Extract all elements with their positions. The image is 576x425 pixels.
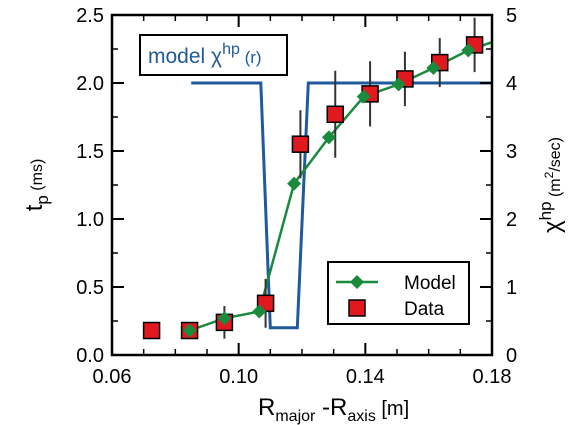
annotation-text: model χhp (r) [148,41,262,68]
model-point [287,176,302,191]
model-point [182,323,197,338]
annotation-main: model χ [148,45,222,68]
model-point [252,304,267,319]
x-tick-label: 0.18 [473,366,512,388]
y-left-axis-title: tp (ms) [21,159,52,212]
legend-data-label: Data [404,299,445,320]
y-left-tick-label: 2.5 [76,5,104,27]
model-point [391,77,406,92]
model-point [217,311,232,326]
x-tick-label: 0.14 [346,366,385,388]
y-left-tick-label: 2.0 [76,73,104,95]
data-point [291,135,310,153]
y-right-tick-label: 0 [506,345,517,367]
x-tick-label: 0.06 [93,366,132,388]
model-point [321,130,336,145]
y-right-tick-label: 2 [506,209,517,231]
annotation-box [139,34,288,76]
y-right-tick-label: 3 [506,141,517,163]
y-right-axis-title: χhp (m2/sec) [536,137,566,233]
data-point [326,105,344,124]
plot-area [142,17,493,340]
y-right-tick-label: 1 [506,277,517,299]
model-line [189,41,493,332]
data-point [142,321,161,340]
legend-data-marker [348,299,366,317]
y-left-tick-label: 1.0 [76,209,104,231]
annotation-tail: (r) [240,48,262,67]
y-right-tick-label: 4 [506,73,517,95]
y-left-tick-label: 1.5 [76,141,104,163]
legend-model-label: Model [404,273,456,294]
model-point [461,43,476,58]
chi-model-line [191,81,492,330]
x-tick-label: 0.10 [219,366,258,388]
model-point [426,61,441,76]
tick-layer: 0.06 0.10 0.14 0.18 0.0 0.5 1.0 1.5 2.0 2.5 0 1 2 3 4 5 [76,5,517,388]
y-left-tick-label: 0.0 [76,345,104,367]
model-point [356,89,371,104]
x-axis-title: Rmajor -Raxis [m] [258,394,409,425]
y-right-tick-label: 5 [506,5,517,27]
annotation-sup: hp [222,41,240,58]
legend-model-marker [350,275,364,289]
y-left-tick-label: 0.5 [76,277,104,299]
